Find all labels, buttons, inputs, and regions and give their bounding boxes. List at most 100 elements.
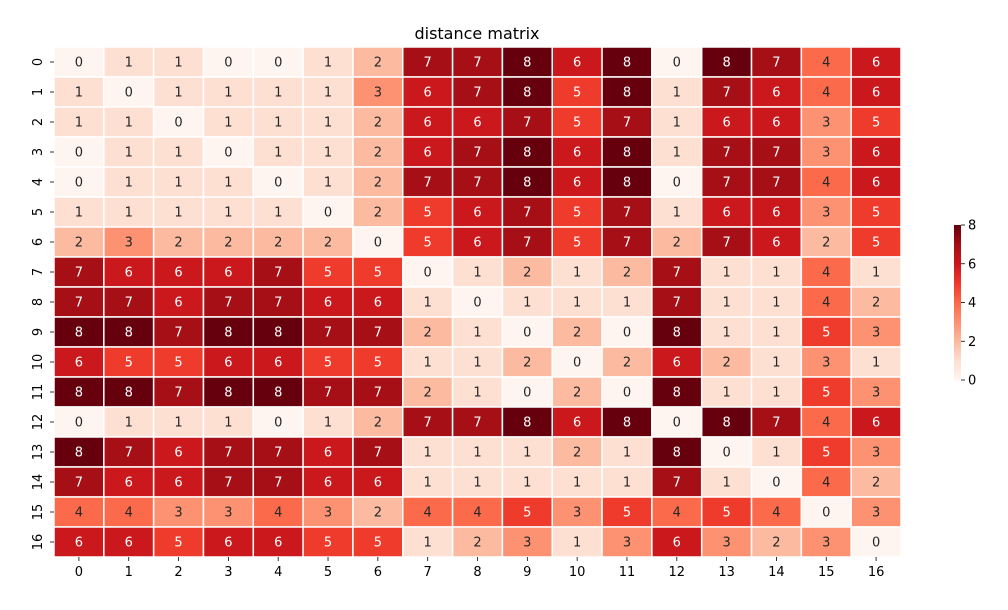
heatmap-cell	[850, 406, 902, 438]
cell-value-label: 3	[872, 446, 880, 461]
x-tick-label: 9	[523, 565, 531, 580]
heatmap-cell	[152, 196, 205, 228]
heatmap-cell	[501, 196, 553, 228]
cell-value-label: 5	[374, 536, 382, 551]
cell-value-label: 1	[573, 296, 581, 311]
cell-value-label: 4	[274, 506, 282, 521]
cell-value-label: 6	[424, 116, 432, 131]
cell-value-label: 0	[374, 236, 382, 251]
heatmap-cell	[451, 376, 504, 408]
colorbar-segment	[954, 292, 961, 296]
heatmap-cell	[551, 436, 603, 468]
heatmap-cell	[800, 436, 852, 468]
cell-value-label: 5	[573, 206, 581, 221]
y-tick-label: 0	[31, 58, 46, 66]
cell-value-label: 4	[424, 506, 432, 521]
colorbar-segment	[954, 237, 961, 242]
heatmap-cell	[103, 406, 155, 438]
heatmap-cell	[103, 226, 155, 258]
cell-value-label: 3	[174, 506, 182, 521]
cell-value-label: 2	[424, 386, 432, 401]
cell-value-label: 8	[623, 56, 631, 71]
heatmap-cells: 0 1 1 0 0 1 2 7 7 8 6 8 0 8 7 4 6 1 0 1 1 1 1 3 6 7 8 5 8 1 7 6 4 6 1 1 0 1 1 1…	[53, 46, 902, 558]
cell-value-label: 7	[274, 266, 282, 281]
cell-value-label: 1	[224, 206, 232, 221]
cell-value-label: 2	[174, 236, 182, 251]
cell-value-label: 0	[822, 506, 830, 521]
heatmap-cell	[850, 106, 902, 138]
heatmap-cell	[402, 226, 454, 258]
heatmap-cell	[551, 286, 603, 318]
heatmap-cell	[352, 316, 404, 348]
heatmap-cell	[501, 46, 553, 78]
heatmap-cell	[651, 136, 703, 168]
cell-value-label: 2	[374, 416, 382, 431]
heatmap-cell	[202, 136, 255, 168]
cell-value-label: 1	[673, 116, 681, 131]
cell-value-label: 7	[673, 476, 681, 491]
y-tick-label: 3	[31, 148, 46, 156]
heatmap-cell	[202, 406, 255, 438]
heatmap-cell	[451, 286, 504, 318]
cell-value-label: 1	[125, 206, 133, 221]
cell-value-label: 8	[673, 386, 681, 401]
cell-value-label: 0	[673, 56, 681, 71]
colorbar-segment	[954, 302, 961, 306]
heatmap-cell	[252, 136, 304, 168]
heatmap-cell	[302, 76, 354, 108]
heatmap-cell	[700, 196, 753, 228]
heatmap-cell	[601, 526, 653, 558]
heatmap-cell	[501, 166, 553, 198]
cell-value-label: 5	[822, 326, 830, 341]
colorbar-segment	[954, 245, 961, 249]
heatmap-cell	[551, 346, 603, 378]
cell-value-label: 7	[772, 56, 780, 71]
cell-value-label: 6	[772, 206, 780, 221]
cell-value-label: 0	[224, 146, 232, 161]
cell-value-label: 7	[772, 176, 780, 191]
cell-value-label: 6	[324, 476, 332, 491]
heatmap-cell	[103, 316, 155, 348]
x-tick-label: 16	[868, 565, 885, 580]
heatmap-cell	[651, 406, 703, 438]
cell-value-label: 2	[772, 536, 780, 551]
heatmap-cell	[302, 286, 354, 318]
cell-value-label: 4	[473, 506, 481, 521]
cell-value-label: 5	[573, 236, 581, 251]
cell-value-label: 1	[424, 296, 432, 311]
y-tick-label: 5	[31, 208, 46, 216]
cell-value-label: 3	[822, 356, 830, 371]
cell-value-label: 3	[822, 536, 830, 551]
y-tick-label: 1	[31, 88, 46, 96]
cell-value-label: 1	[125, 56, 133, 71]
cell-value-label: 3	[822, 206, 830, 221]
cell-value-label: 2	[573, 446, 581, 461]
cell-value-label: 0	[523, 386, 531, 401]
heatmap-cell	[700, 286, 753, 318]
cell-value-label: 2	[473, 536, 481, 551]
x-tick-label: 4	[274, 565, 282, 580]
chart-title: distance matrix	[414, 24, 539, 43]
cell-value-label: 5	[722, 506, 730, 521]
heatmap-cell	[700, 76, 753, 108]
y-tick-label: 10	[31, 354, 46, 371]
heatmap-cell	[103, 496, 155, 528]
cell-value-label: 6	[374, 296, 382, 311]
cell-value-label: 5	[872, 236, 880, 251]
heatmap-cell	[451, 166, 504, 198]
cell-value-label: 1	[75, 86, 83, 101]
cell-value-label: 4	[673, 506, 681, 521]
cell-value-label: 2	[872, 296, 880, 311]
cell-value-label: 0	[523, 326, 531, 341]
heatmap-cell	[103, 196, 155, 228]
cell-value-label: 7	[424, 416, 432, 431]
colorbar-segment	[954, 225, 961, 229]
heatmap-cell	[551, 196, 603, 228]
heatmap-cell	[451, 316, 504, 348]
cell-value-label: 7	[623, 236, 631, 251]
cell-value-label: 0	[473, 296, 481, 311]
cell-value-label: 2	[274, 236, 282, 251]
cell-value-label: 0	[872, 536, 880, 551]
x-tick-label: 15	[818, 565, 835, 580]
